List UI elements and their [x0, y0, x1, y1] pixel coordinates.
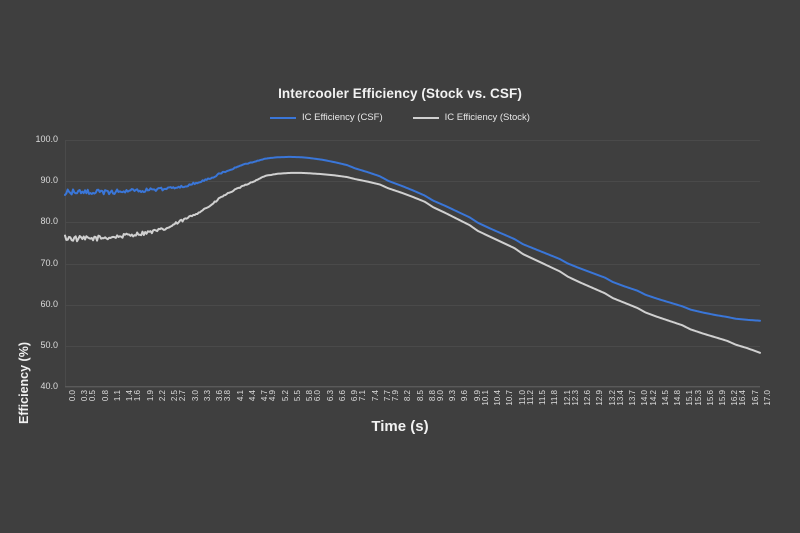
x-tick-label: 15.6 — [705, 390, 715, 406]
x-tick-label: 7.9 — [390, 390, 400, 402]
x-tick-label: 1.6 — [133, 390, 143, 402]
y-axis-label-wrap: Efficiency (%) — [17, 180, 38, 424]
legend-item-stock[interactable]: IC Efficiency (Stock) — [412, 112, 530, 123]
x-tick-label: 5.2 — [280, 390, 290, 402]
series-layer — [64, 155, 761, 354]
gridline — [65, 387, 760, 388]
legend-item-csf[interactable]: IC Efficiency (CSF) — [270, 112, 383, 123]
gridline — [65, 345, 760, 347]
x-tick-label: 7.4 — [370, 390, 380, 402]
x-tick-label: 3.3 — [202, 390, 212, 402]
x-tick-label: 6.0 — [313, 390, 323, 402]
x-tick-label: 4.1 — [235, 390, 245, 402]
x-tick-label: 16.4 — [738, 390, 748, 406]
gridline — [65, 263, 760, 265]
x-tick-label: 5.5 — [292, 390, 302, 402]
x-tick-label: 13.4 — [615, 390, 625, 406]
x-tick-label: 12.6 — [583, 390, 593, 406]
x-tick-label: 6.3 — [325, 390, 335, 402]
x-tick-label: 6.6 — [337, 390, 347, 402]
x-tick-label: 0.0 — [68, 390, 77, 402]
y-tick-label: 80.0 — [40, 216, 58, 227]
x-tick-label: 0.5 — [88, 390, 98, 402]
trace-ic-efficiency-csf — [64, 155, 761, 322]
y-tick-label: 50.0 — [40, 339, 58, 350]
x-tick-label: 8.2 — [403, 390, 413, 402]
x-tick-label: 11.5 — [538, 390, 548, 405]
x-tick-label: 11.8 — [550, 390, 560, 405]
x-tick-label: 12.9 — [595, 390, 605, 406]
trace-ic-efficiency-stock — [64, 171, 761, 354]
plot-area — [64, 140, 761, 388]
x-tick-label: 14.0 — [640, 390, 650, 406]
x-tick-label: 13.7 — [628, 390, 638, 406]
x-tick-label: 4.4 — [247, 390, 257, 402]
gridline — [65, 304, 760, 306]
x-tick-label: 14.2 — [648, 390, 658, 406]
x-tick-label: 4.9 — [268, 390, 278, 402]
x-tick-label: 15.1 — [685, 390, 695, 406]
x-tick-label: 16.7 — [750, 390, 760, 406]
x-tick-label: 1.9 — [145, 390, 155, 402]
x-tick-label: 8.5 — [415, 390, 425, 402]
x-tick-label: 14.8 — [673, 390, 683, 406]
chart-legend: IC Efficiency (CSF) IC Efficiency (Stock… — [0, 112, 800, 123]
x-tick-label: 2.7 — [178, 390, 188, 402]
x-tick-label: 2.2 — [157, 390, 167, 402]
x-axis-label: Time (s) — [371, 418, 429, 435]
x-tick-label: 9.3 — [448, 390, 458, 402]
x-axis-line — [65, 386, 760, 387]
y-tick-label: 100.0 — [35, 134, 58, 144]
x-tick-label: 7.1 — [358, 390, 368, 402]
x-tick-label: 3.8 — [223, 390, 233, 402]
legend-swatch-stock — [412, 116, 439, 119]
x-tick-label: 14.5 — [660, 390, 670, 406]
x-tick-label: 12.3 — [570, 390, 580, 406]
x-tick-label: 9.6 — [460, 390, 470, 402]
x-tick-label: 11.2 — [525, 390, 535, 405]
x-tick-label: 0.8 — [100, 390, 110, 402]
x-tick-label: 3.0 — [190, 390, 200, 402]
x-tick-label: 1.1 — [112, 390, 122, 402]
y-tick-label: 70.0 — [40, 257, 58, 268]
x-tick-label: 9.0 — [435, 390, 445, 402]
legend-label-csf: IC Efficiency (CSF) — [302, 112, 383, 123]
gridline — [65, 140, 760, 141]
gridline — [65, 222, 760, 224]
x-tick-label: 17.0 — [763, 390, 772, 406]
x-tick-label: 10.4 — [493, 390, 503, 406]
x-tick-label: 15.3 — [693, 390, 703, 406]
x-tick-label: 10.7 — [505, 390, 515, 406]
legend-swatch-csf — [270, 116, 297, 119]
x-tick-label: 10.1 — [480, 390, 490, 406]
chart-title: Intercooler Efficiency (Stock vs. CSF) — [278, 86, 522, 101]
gridline — [65, 181, 760, 183]
y-tick-label: 90.0 — [40, 175, 58, 186]
legend-label-stock: IC Efficiency (Stock) — [444, 112, 530, 123]
y-tick-label: 40.0 — [40, 381, 58, 391]
y-tick-label: 60.0 — [40, 298, 58, 309]
x-tick-label: 15.9 — [718, 390, 728, 406]
y-axis-line — [65, 140, 66, 387]
